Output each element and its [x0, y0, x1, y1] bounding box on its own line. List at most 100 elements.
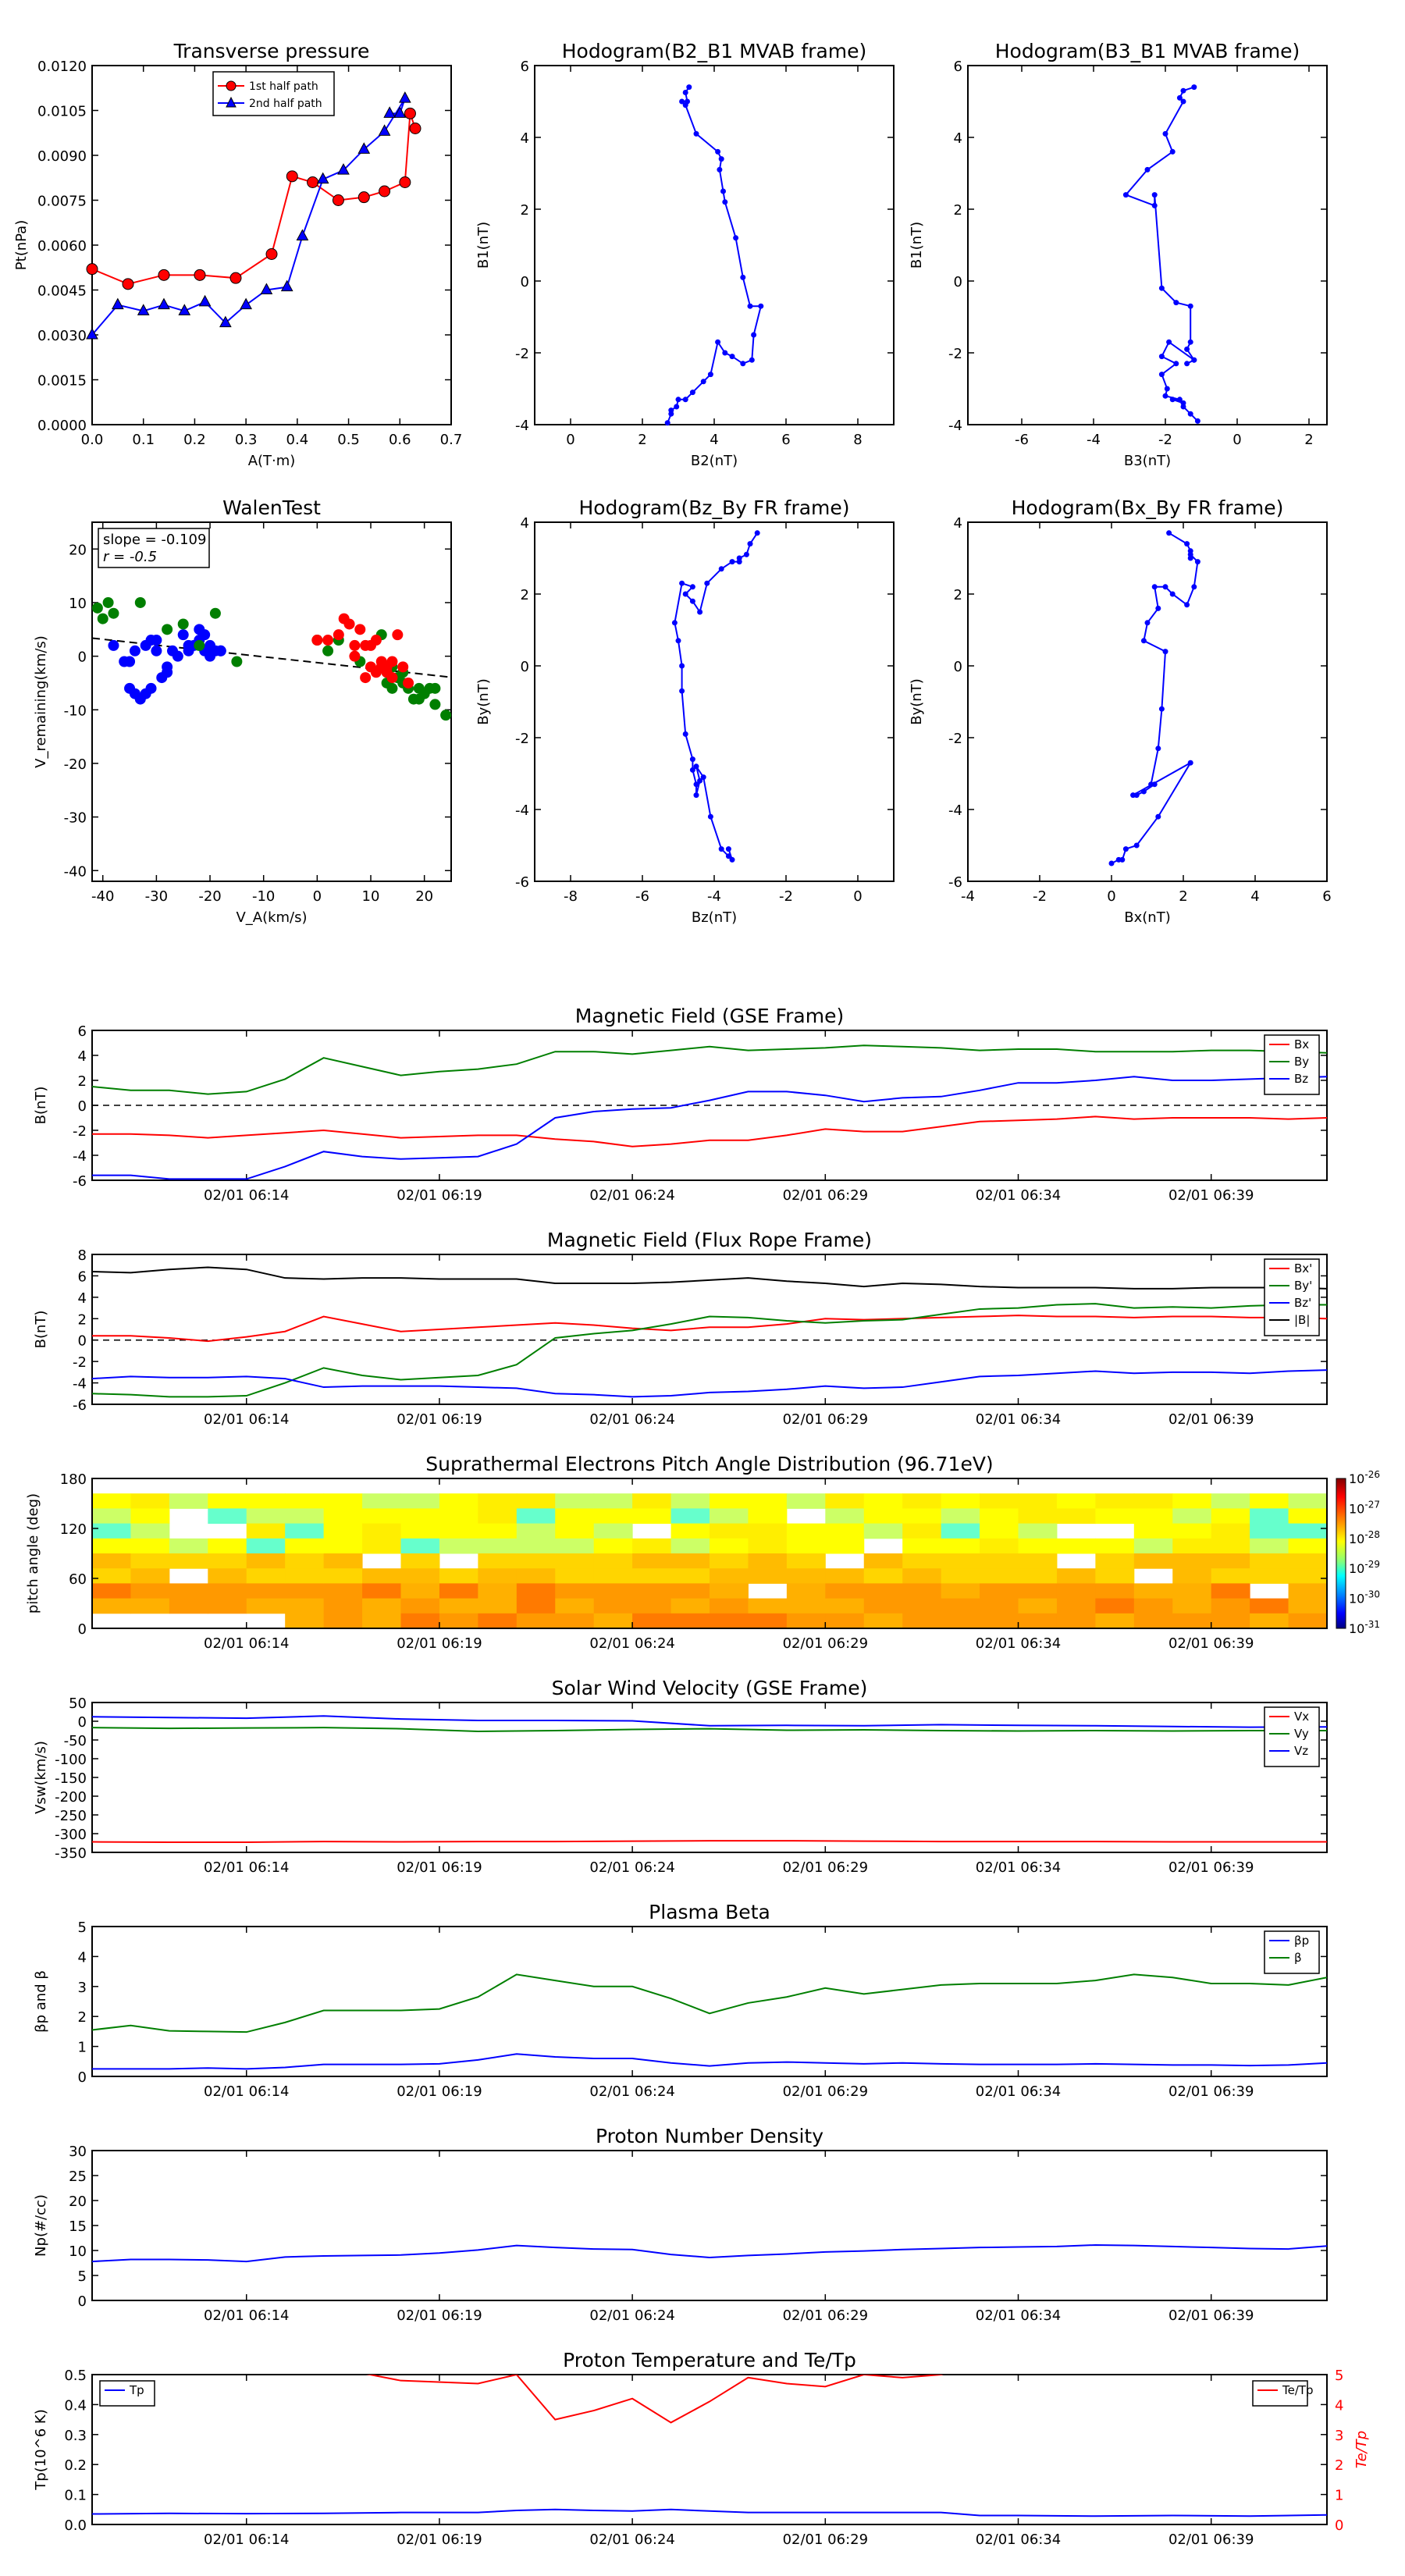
- x-tick-label: -40: [91, 888, 114, 905]
- scatter-point: [440, 710, 452, 721]
- x-tick-label: -6: [635, 888, 649, 905]
- data-point: [740, 361, 746, 367]
- legend-marker: [226, 80, 237, 91]
- x-tick-label: 02/01 06:19: [397, 1859, 482, 1876]
- colorbar-tick-label: 10-26: [1349, 1469, 1380, 1486]
- y-tick-label: 2: [521, 587, 529, 603]
- heatmap-cell: [1056, 1568, 1096, 1584]
- scatter-point: [162, 624, 173, 635]
- heatmap-cell: [825, 1583, 865, 1599]
- chart-title: Proton Temperature and Te/Tp: [563, 2349, 856, 2371]
- data-point: [1169, 591, 1176, 597]
- y-tick-label: 120: [60, 1521, 87, 1538]
- data-point: [729, 856, 735, 863]
- data-point: [1176, 94, 1183, 101]
- y-axis-label: βp and β: [33, 1970, 49, 2033]
- x-tick-label: 4: [1250, 888, 1259, 905]
- y-tick-label-right: 1: [1335, 2488, 1343, 2504]
- scatter-point: [403, 677, 414, 688]
- series-line-Bx': [92, 1315, 1327, 1343]
- data-point: [682, 102, 688, 109]
- heatmap-cell: [1056, 1508, 1096, 1525]
- data-point: [409, 123, 422, 134]
- heatmap-cell: [748, 1508, 788, 1525]
- y-tick-label: -6: [948, 874, 962, 891]
- heatmap-cell: [1288, 1538, 1328, 1554]
- heatmap-cell: [980, 1613, 1019, 1629]
- heatmap-cell: [786, 1598, 826, 1614]
- legend-label: Bz: [1294, 1072, 1308, 1086]
- y-tick-label: 20: [69, 542, 87, 558]
- heatmap-cell: [323, 1613, 363, 1629]
- chart-title: Magnetic Field (GSE Frame): [575, 1005, 844, 1027]
- data-point: [1191, 84, 1197, 91]
- legend-label: Bx': [1294, 1261, 1312, 1276]
- heatmap-cell: [1250, 1538, 1289, 1554]
- scatter-point: [97, 613, 108, 624]
- legend-label: Vx: [1294, 1710, 1309, 1724]
- data-point: [679, 580, 685, 586]
- heatmap-cell: [400, 1583, 440, 1599]
- heatmap-cell: [1056, 1493, 1096, 1509]
- x-tick-label: 0.1: [132, 432, 155, 448]
- heatmap-cell: [825, 1523, 865, 1539]
- y-tick-label-right: 3: [1335, 2428, 1343, 2444]
- x-axis-label: A(T·m): [248, 453, 296, 469]
- heatmap-cell: [323, 1568, 363, 1584]
- series-line-Bz': [92, 1369, 1327, 1398]
- heatmap-cell: [1211, 1493, 1250, 1509]
- y-tick-label: -2: [515, 346, 529, 362]
- data-point: [1122, 846, 1129, 852]
- data-point: [280, 279, 293, 292]
- data-point: [729, 559, 735, 565]
- data-point: [1151, 202, 1158, 208]
- colorbar-tick-label: 10-27: [1349, 1499, 1380, 1516]
- heatmap-cell: [169, 1538, 208, 1554]
- x-tick-label: -30: [145, 888, 168, 905]
- heatmap-cell: [400, 1598, 440, 1614]
- x-tick-label: 02/01 06:39: [1168, 2307, 1254, 2324]
- data-point: [316, 172, 329, 184]
- data-point: [697, 777, 703, 784]
- chart-title: Plasma Beta: [649, 1901, 770, 1923]
- heatmap-cell: [323, 1598, 363, 1614]
- heatmap-cell: [323, 1523, 363, 1539]
- data-point: [1158, 372, 1165, 378]
- heatmap-cell: [130, 1508, 170, 1525]
- heatmap-cell: [208, 1553, 247, 1569]
- heatmap-cell: [902, 1583, 942, 1599]
- legend-label: Bz': [1294, 1296, 1311, 1310]
- heatmap-cell: [478, 1598, 518, 1614]
- chart-title: Suprathermal Electrons Pitch Angle Distr…: [425, 1453, 993, 1475]
- heatmap-cell: [1250, 1613, 1289, 1629]
- heatmap-cell: [323, 1493, 363, 1509]
- data-point: [707, 813, 713, 820]
- heatmap-cell: [1288, 1568, 1328, 1584]
- heatmap-cell: [555, 1508, 595, 1525]
- scatter-point: [322, 645, 334, 656]
- y-tick-label: -2: [515, 731, 529, 747]
- heatmap-cell: [400, 1553, 440, 1569]
- data-point: [1180, 404, 1186, 410]
- heatmap-cell: [632, 1613, 672, 1629]
- heatmap-cell: [208, 1508, 247, 1525]
- y-axis-label: V_remaining(km/s): [33, 635, 49, 768]
- y-tick-label: 2: [78, 1073, 87, 1090]
- x-axis-label: Bx(nT): [1124, 909, 1170, 926]
- data-point: [296, 229, 309, 240]
- data-point: [378, 124, 391, 136]
- y-tick-label: -150: [55, 1770, 87, 1787]
- heatmap-cell: [400, 1568, 440, 1584]
- heatmap-cell: [362, 1538, 401, 1554]
- heatmap-cell: [246, 1493, 286, 1509]
- y-tick-label: -200: [55, 1789, 87, 1806]
- heatmap-cell: [748, 1613, 788, 1629]
- y-tick-label: 0.0090: [37, 148, 87, 165]
- data-point: [1158, 706, 1165, 712]
- heatmap-cell: [439, 1493, 478, 1509]
- data-point: [751, 332, 757, 338]
- data-point: [689, 584, 695, 590]
- heatmap-cell: [246, 1598, 286, 1614]
- heatmap-cell: [593, 1613, 633, 1629]
- colorbar-exp: -30: [1364, 1589, 1380, 1600]
